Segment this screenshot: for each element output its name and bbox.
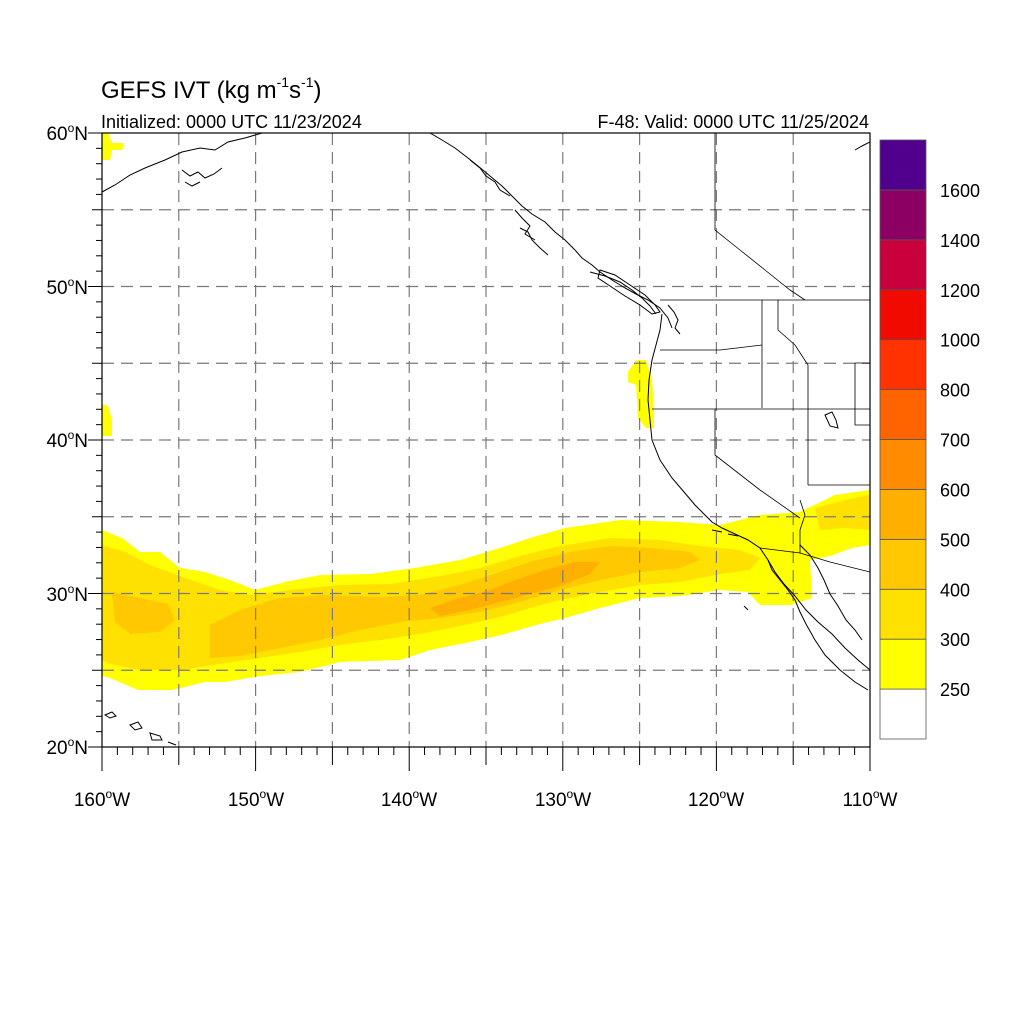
colorbar-swatch <box>879 538 927 590</box>
colorbar-label: 1400 <box>940 231 980 251</box>
lon-label-130: 130oW <box>535 787 591 811</box>
lon-label-160: 160oW <box>74 787 130 811</box>
lon-axis-labels: 160oW 150oW 140oW 130oW 120oW 110oW <box>74 787 898 811</box>
lon-label-140: 140oW <box>381 787 437 811</box>
lat-label-60: 60oN <box>46 121 88 145</box>
colorbar-swatch <box>879 289 927 341</box>
us-west-coast <box>647 313 869 691</box>
chart-title: GEFS IVT (kg m-1s-1) <box>101 74 322 104</box>
ivt-west-patch <box>102 404 112 436</box>
colorbar-label: 250 <box>940 680 970 700</box>
colorbar-swatch <box>879 339 927 390</box>
colorbar-swatch <box>879 139 927 191</box>
graticule <box>102 133 870 747</box>
colorbar-label: 1200 <box>940 281 980 301</box>
lon-label-150: 150oW <box>228 787 284 811</box>
colorbar-label: 400 <box>940 580 970 600</box>
alaska-coastline <box>102 133 263 193</box>
colorbar-label: 300 <box>940 630 970 650</box>
baja-coast <box>767 559 870 671</box>
lat-label-40: 40oN <box>46 428 88 452</box>
colorbar-swatch <box>879 189 927 241</box>
oregon-washington-border <box>660 344 763 351</box>
colorbar-label: 1600 <box>940 181 980 201</box>
colorbar-swatch <box>879 389 927 440</box>
colorbar-swatch <box>879 439 927 490</box>
lat-label-30: 30oN <box>46 582 88 606</box>
lat-label-50: 50oN <box>46 275 88 299</box>
ivt-coastal-filament <box>628 360 654 428</box>
axis-ticks <box>88 132 871 771</box>
idaho-montana <box>777 300 809 409</box>
ivt-sw-patch <box>815 495 870 530</box>
lat-axis-labels: 60oN 50oN 40oN 30oN 20oN <box>46 121 88 759</box>
colorbar-swatch <box>879 688 927 740</box>
lon-label-110: 110oW <box>843 787 898 811</box>
lat-label-20: 20oN <box>46 735 88 759</box>
init-time-label: Initialized: 0000 UTC 11/23/2024 <box>101 112 362 132</box>
colorbar-label: 600 <box>940 480 970 500</box>
colorbar <box>879 139 927 740</box>
colorbar-swatch <box>879 239 927 291</box>
colorbar-swatch <box>879 489 927 540</box>
nevada-ca-border <box>714 409 801 519</box>
lon-label-120: 120oW <box>688 787 744 811</box>
coastlines <box>102 133 870 746</box>
valid-time-label: F-48: Valid: 0000 UTC 11/25/2024 <box>598 112 870 132</box>
political-borders <box>652 133 870 573</box>
colorbar-swatch <box>879 638 927 690</box>
colorbar-labels: 250 300 400 500 600 700 800 1000 1200 1400 1600 <box>940 181 980 700</box>
colorbar-label: 1000 <box>940 331 980 351</box>
vancouver-island <box>597 269 661 315</box>
ivt-nw-patch <box>102 133 124 160</box>
bc-coastline <box>574 249 673 329</box>
colorbar-label: 500 <box>940 530 970 550</box>
colorbar-label: 800 <box>940 381 970 401</box>
ivt-band-500 <box>430 562 600 616</box>
colorbar-swatch <box>879 588 927 640</box>
colorbar-label: 700 <box>940 431 970 451</box>
us-mexico-border <box>759 547 870 573</box>
ivt-band-400 <box>112 592 175 634</box>
